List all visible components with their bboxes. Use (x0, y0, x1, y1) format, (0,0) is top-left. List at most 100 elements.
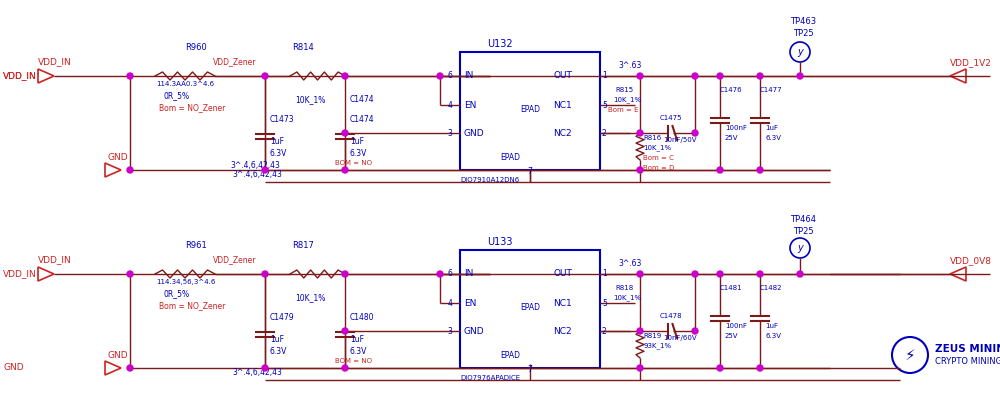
Circle shape (342, 130, 348, 136)
Text: 1: 1 (602, 269, 607, 279)
Text: ⚡: ⚡ (905, 347, 915, 363)
Text: Bom = C: Bom = C (643, 155, 674, 161)
Text: 2: 2 (602, 129, 607, 137)
Text: 25V: 25V (725, 333, 738, 339)
Circle shape (637, 328, 643, 334)
Text: OUT: OUT (553, 72, 572, 80)
Circle shape (757, 365, 763, 371)
Circle shape (637, 365, 643, 371)
Text: U133: U133 (487, 237, 513, 247)
Text: DIO7910A12DN6: DIO7910A12DN6 (460, 177, 520, 183)
Text: 100nF: 100nF (725, 125, 747, 131)
Text: NC2: NC2 (553, 129, 572, 137)
Text: 7: 7 (528, 365, 532, 375)
Text: GND: GND (464, 129, 485, 137)
Text: C1477: C1477 (760, 87, 783, 93)
Text: 7: 7 (528, 168, 532, 176)
Circle shape (127, 271, 133, 277)
Text: VDD_1V2: VDD_1V2 (950, 59, 992, 68)
Text: y: y (797, 243, 803, 253)
Circle shape (262, 167, 268, 173)
Text: IN: IN (464, 269, 473, 279)
Text: C1473: C1473 (270, 115, 295, 125)
Text: ZEUS MINING: ZEUS MINING (935, 344, 1000, 354)
Text: NC1: NC1 (553, 101, 572, 109)
Circle shape (717, 73, 723, 79)
Text: VDD_Zener: VDD_Zener (213, 256, 256, 265)
Text: C1474: C1474 (350, 96, 375, 105)
Text: 1uF: 1uF (350, 336, 364, 345)
Text: 5: 5 (602, 101, 607, 109)
Text: 25V: 25V (725, 135, 738, 141)
Text: 3^.4,6,42,43: 3^.4,6,42,43 (230, 161, 280, 170)
Circle shape (692, 73, 698, 79)
Text: 6.3V: 6.3V (270, 148, 287, 158)
Text: 3: 3 (447, 326, 452, 336)
Text: GND: GND (464, 326, 485, 336)
Circle shape (127, 73, 133, 79)
Text: BOM = NO: BOM = NO (335, 160, 372, 166)
Text: TP464: TP464 (790, 215, 816, 224)
Circle shape (797, 73, 803, 79)
Circle shape (437, 73, 443, 79)
Circle shape (342, 365, 348, 371)
Circle shape (262, 271, 268, 277)
Text: VDD_0V8: VDD_0V8 (950, 256, 992, 265)
Text: 1: 1 (602, 72, 607, 80)
Text: R961: R961 (185, 240, 207, 250)
Text: 3^.4,6,42,43: 3^.4,6,42,43 (232, 369, 282, 377)
Circle shape (637, 130, 643, 136)
Bar (460, 250, 600, 368)
Text: VDD_IN: VDD_IN (3, 269, 37, 279)
Text: VDD_IN: VDD_IN (38, 256, 72, 265)
Text: IN: IN (464, 72, 473, 80)
Text: 1uF: 1uF (765, 323, 778, 329)
Circle shape (797, 271, 803, 277)
Text: NC1: NC1 (553, 298, 572, 308)
Text: 3^.4,6,42,43: 3^.4,6,42,43 (232, 170, 282, 179)
Text: Bom = NO_Zener: Bom = NO_Zener (159, 302, 225, 310)
Text: 10nF/60V: 10nF/60V (663, 335, 697, 341)
Text: 93K_1%: 93K_1% (643, 343, 671, 349)
Circle shape (757, 73, 763, 79)
Text: 3: 3 (447, 129, 452, 137)
Circle shape (262, 73, 268, 79)
Text: GND: GND (3, 363, 24, 373)
Text: R817: R817 (292, 240, 314, 250)
Text: 10K_1%: 10K_1% (295, 96, 325, 105)
Text: EPAD: EPAD (500, 351, 520, 359)
Text: TP25: TP25 (793, 29, 814, 37)
Text: 10nF/50V: 10nF/50V (663, 137, 696, 143)
Text: EPAD: EPAD (520, 304, 540, 312)
Text: 6: 6 (447, 72, 452, 80)
Text: CRYPTO MINING PRO: CRYPTO MINING PRO (935, 357, 1000, 367)
Text: 6: 6 (447, 269, 452, 279)
Text: C1478: C1478 (660, 313, 683, 319)
Text: OUT: OUT (553, 269, 572, 279)
Text: 10K_1%: 10K_1% (643, 144, 671, 151)
Text: R818: R818 (615, 285, 633, 291)
Text: 10K_1%: 10K_1% (613, 97, 641, 103)
Circle shape (637, 73, 643, 79)
Text: EPAD: EPAD (520, 105, 540, 115)
Circle shape (342, 167, 348, 173)
Circle shape (692, 130, 698, 136)
Text: 6.3V: 6.3V (765, 333, 781, 339)
Text: 6.3V: 6.3V (270, 347, 287, 355)
Circle shape (717, 271, 723, 277)
Text: R814: R814 (292, 43, 314, 51)
Circle shape (637, 167, 643, 173)
Circle shape (127, 365, 133, 371)
Text: 3^.63: 3^.63 (618, 60, 641, 70)
Text: 114.3AA0.3^4.6: 114.3AA0.3^4.6 (156, 81, 214, 87)
Circle shape (637, 271, 643, 277)
Text: R816: R816 (643, 135, 661, 141)
Text: 100nF: 100nF (725, 323, 747, 329)
Text: EN: EN (464, 298, 476, 308)
Text: 4: 4 (447, 101, 452, 109)
Text: C1480: C1480 (350, 314, 374, 322)
Text: 1uF: 1uF (350, 137, 364, 146)
Text: Bom = NO_Zener: Bom = NO_Zener (159, 103, 225, 113)
Circle shape (342, 328, 348, 334)
Text: C1481: C1481 (720, 285, 743, 291)
